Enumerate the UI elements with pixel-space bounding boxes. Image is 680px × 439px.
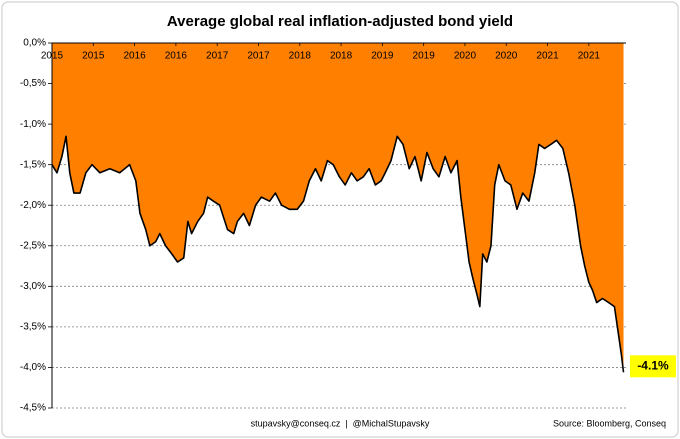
x-tick-label: 2020 xyxy=(454,51,477,62)
x-tick-label: 2016 xyxy=(165,51,188,62)
y-tick-label: -2,5% xyxy=(20,240,46,251)
y-tick-label: -2,0% xyxy=(20,200,46,211)
x-tick-label: 2019 xyxy=(413,51,436,62)
line xyxy=(51,135,625,373)
y-tick-label: -1,0% xyxy=(20,119,46,130)
x-tick-label: 2019 xyxy=(371,51,394,62)
x-tick-label: 2017 xyxy=(247,51,270,62)
y-tick-label: -0,5% xyxy=(20,78,46,89)
footer: stupavsky@conseq.cz | @MichalStupavsky xyxy=(251,418,430,428)
x-tick-label: 2017 xyxy=(206,51,229,62)
x-tick-label: 2016 xyxy=(123,51,146,62)
x-tick-label: 2018 xyxy=(330,51,353,62)
chart-title: Average global real inflation-adjusted b… xyxy=(167,13,513,30)
annotation-box xyxy=(630,355,676,378)
y-tick-label: 0,0% xyxy=(23,38,46,49)
x-tick-label: 2021 xyxy=(536,51,559,62)
y-tick-label: -1,5% xyxy=(20,159,46,170)
y-tick-label: -4,5% xyxy=(20,403,46,414)
y-tick-label: -4,0% xyxy=(20,362,46,373)
y-tick-label: -3,5% xyxy=(20,322,46,333)
source: Source: Bloomberg, Conseq xyxy=(553,418,666,428)
y-tick-label: -3,0% xyxy=(20,281,46,292)
x-tick-label: 2021 xyxy=(578,51,601,62)
x-tick-label: 2018 xyxy=(289,51,312,62)
x-tick-label: 2020 xyxy=(495,51,518,62)
x-tick-label: 2015 xyxy=(82,51,105,62)
annotation: -4.1% xyxy=(637,358,669,372)
